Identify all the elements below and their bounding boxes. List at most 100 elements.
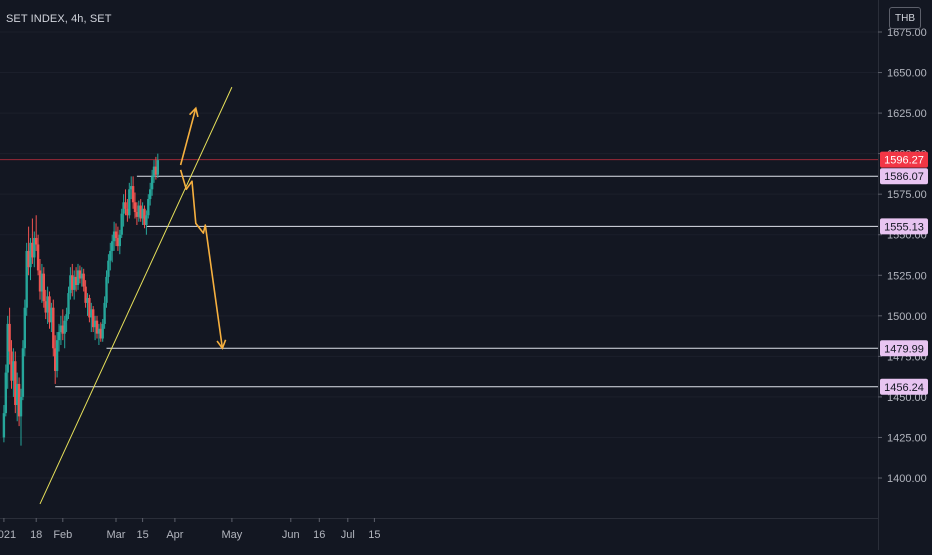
candle-body (156, 160, 159, 175)
candle-body (67, 293, 70, 315)
projection-arrowhead-down (216, 339, 227, 350)
candle-body (17, 383, 21, 417)
candle-body (82, 273, 85, 287)
x-tick-label: May (222, 529, 243, 541)
candle-body (65, 314, 68, 321)
x-tick-label: Jun (282, 529, 300, 541)
candle-body (8, 323, 11, 352)
candle-body (21, 348, 25, 397)
candle-body (137, 205, 140, 217)
y-tick-label: 1675.00 (887, 27, 927, 39)
candle-body (63, 320, 66, 334)
level-price-label-bg (880, 168, 928, 185)
level-price-label-bg (880, 340, 928, 357)
y-tick-label: 1425.00 (887, 432, 927, 444)
x-tick-label: Mar (107, 529, 126, 541)
candle-body (99, 328, 102, 339)
candle-body (95, 320, 99, 334)
candle-body (152, 166, 156, 177)
candle-body (36, 244, 40, 271)
candle-body (130, 186, 133, 190)
candle-body (16, 383, 19, 406)
candle-body (27, 250, 30, 268)
x-tick-label: Feb (53, 529, 72, 541)
level-price-label: 1555.13 (884, 221, 924, 233)
candle-body (10, 351, 13, 381)
y-tick-label: 1575.00 (887, 189, 927, 201)
candle-body (54, 348, 57, 371)
trendline (39, 86, 233, 505)
candle-body (29, 242, 32, 268)
candle-body (14, 361, 17, 406)
y-tick-label: 1625.00 (887, 108, 927, 120)
candle-body (107, 260, 110, 277)
candle-body (69, 275, 72, 294)
candle-body (44, 301, 47, 313)
projection-path-up (179, 108, 197, 166)
candle-body (112, 231, 116, 242)
candle-body (154, 166, 158, 175)
candle-body (19, 396, 23, 417)
y-tick-label: 1400.00 (887, 473, 927, 485)
y-tick-label: 1650.00 (887, 68, 927, 80)
candle-body (139, 205, 142, 219)
candle-body (97, 328, 101, 334)
candle-body (59, 325, 63, 333)
candle-body (149, 189, 152, 200)
candle-body (73, 276, 76, 290)
candle-body (78, 270, 82, 279)
candle-body (31, 242, 34, 258)
price-labels: 1596.27 1586.07 1555.13 1479.99 1456.24 (880, 151, 928, 395)
candle-body (101, 323, 104, 339)
candle-body (143, 208, 146, 225)
y-tick-label: 1500.00 (887, 311, 927, 323)
candle-body (88, 297, 91, 318)
candle-body (145, 215, 148, 225)
chart-title: SET INDEX, 4h, SET (6, 13, 112, 25)
time-axis[interactable]: 2021 18 Feb Mar 15 Apr May Jun 16 Jul 15 (0, 518, 878, 541)
candle-body (25, 250, 28, 308)
candle-body (40, 273, 44, 292)
horizontal-levels (0, 159, 878, 388)
candle-body (135, 212, 139, 217)
projection-arrowhead-up (189, 106, 199, 118)
x-tick-label: 2021 (0, 529, 16, 541)
last-price-label-bg (880, 151, 928, 168)
level-price-label-bg (880, 218, 928, 235)
price-axis-bg (878, 0, 932, 550)
candle-body (111, 241, 114, 251)
y-tick-label: 1525.00 (887, 270, 927, 282)
candle-body (147, 199, 150, 216)
candle-body (92, 309, 95, 328)
candle-body (50, 307, 53, 323)
x-tick-label: 16 (313, 529, 325, 541)
candle-body (61, 325, 64, 334)
y-tick-label: 1450.00 (887, 392, 927, 404)
candle-body (118, 234, 121, 247)
candle-body (4, 372, 7, 414)
currency-button[interactable]: THB (889, 7, 921, 29)
projection-arrows (179, 106, 227, 350)
candle-body (12, 361, 15, 381)
price-axis[interactable]: 1400.001425.001450.001475.001500.001525.… (878, 0, 932, 550)
candle-body (103, 302, 106, 324)
x-tick-label: 18 (30, 529, 42, 541)
candle-body (126, 208, 129, 216)
candle-body (76, 270, 80, 286)
x-tick-label: 15 (136, 529, 148, 541)
candle-body (46, 296, 49, 313)
candle-body (38, 270, 42, 292)
candle-body (6, 323, 9, 373)
candle-body (93, 320, 97, 328)
candle-body (116, 237, 120, 247)
candle-body (124, 202, 127, 209)
candle-body (141, 208, 144, 219)
candle-body (74, 276, 78, 286)
level-price-label: 1479.99 (884, 343, 924, 355)
candle-body (90, 309, 93, 318)
candle-body (71, 275, 74, 290)
candle-body (128, 189, 131, 216)
candle-body (131, 186, 135, 203)
